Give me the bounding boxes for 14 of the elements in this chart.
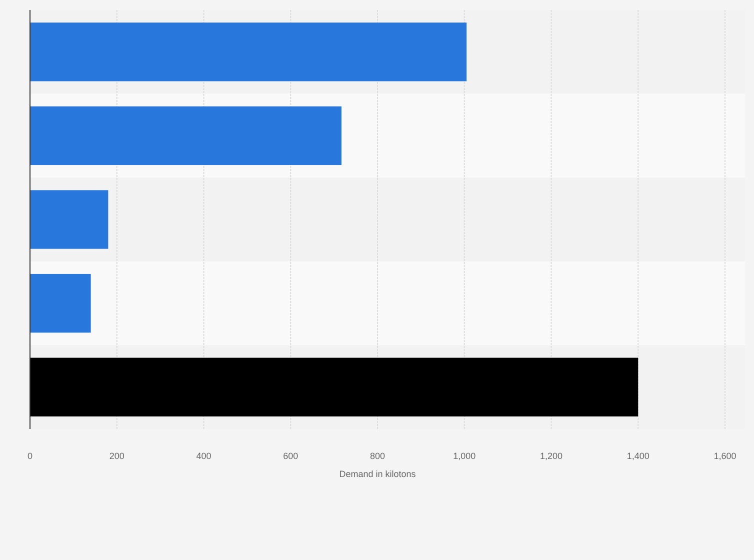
bar [30, 274, 91, 333]
x-tick-label: 800 [370, 451, 386, 461]
bar [30, 22, 467, 82]
x-tick-label: 400 [196, 451, 212, 461]
x-tick-label: 1,000 [453, 451, 476, 461]
bar [30, 190, 108, 249]
bar [30, 106, 342, 166]
x-tick-label: 1,600 [714, 451, 736, 461]
x-tick-label: 0 [27, 451, 33, 461]
x-tick-label: 1,200 [540, 451, 563, 461]
x-tick-label: 1,400 [626, 451, 650, 461]
x-tick-label: 600 [283, 451, 298, 461]
x-tick-label: 200 [109, 451, 124, 461]
x-axis-title: Demand in kilotons [339, 469, 416, 479]
